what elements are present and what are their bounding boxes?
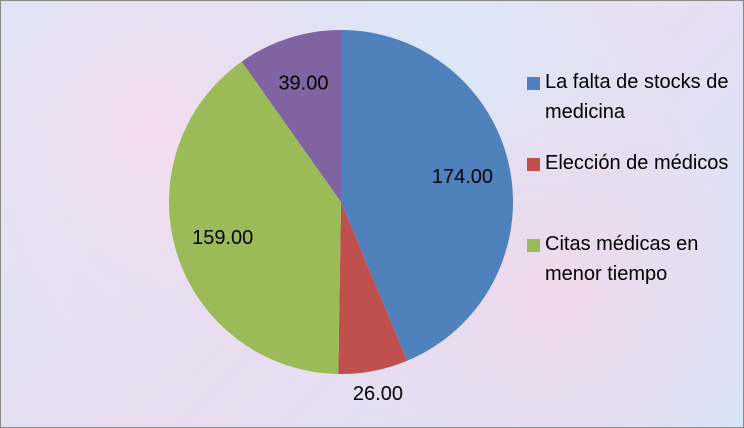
legend-swatch bbox=[527, 239, 540, 252]
pie-slice bbox=[241, 30, 341, 202]
pie-slice bbox=[338, 202, 408, 374]
data-label: 174.00 bbox=[432, 166, 493, 188]
pie-slice bbox=[168, 61, 341, 374]
data-label: 26.00 bbox=[353, 383, 403, 405]
legend-label: Elección de médicos bbox=[545, 152, 729, 174]
legend-swatch bbox=[527, 77, 540, 90]
data-label: 39.00 bbox=[278, 72, 328, 94]
legend-swatch bbox=[527, 158, 540, 171]
pie-slice bbox=[341, 30, 514, 361]
legend-label: Citas médicas en menor tiempo bbox=[545, 233, 699, 285]
legend-label: La falta de stocks de medicina bbox=[545, 71, 729, 123]
data-label: 159.00 bbox=[192, 227, 253, 249]
